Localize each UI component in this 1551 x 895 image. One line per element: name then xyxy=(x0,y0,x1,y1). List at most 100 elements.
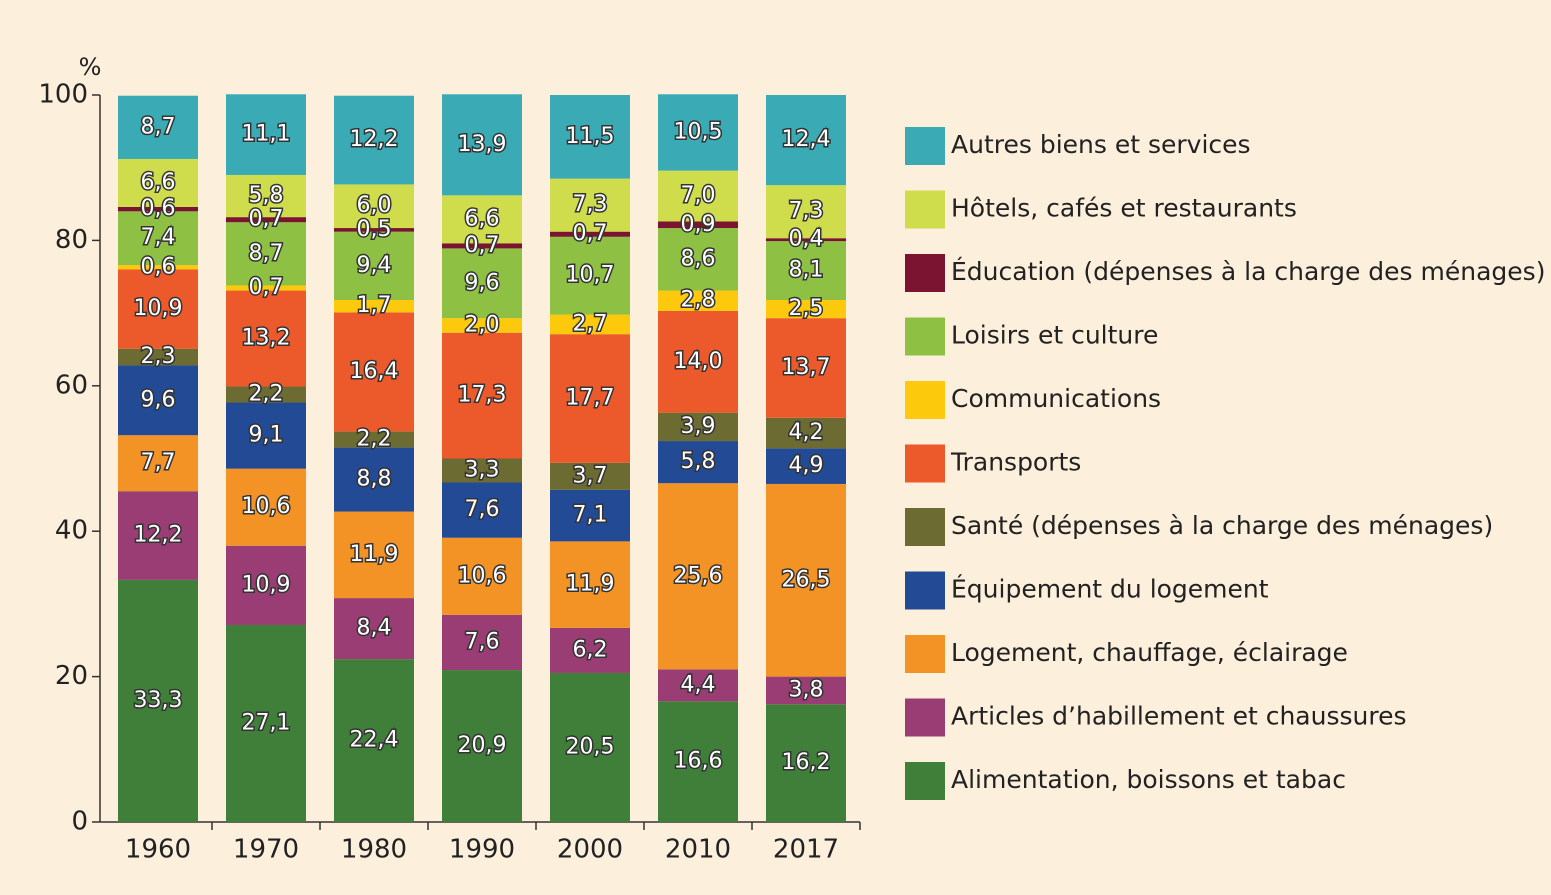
x-tick-label: 2017 xyxy=(773,835,839,865)
bar-segment xyxy=(334,231,414,301)
bar-segment xyxy=(442,318,522,333)
bar-segment xyxy=(442,614,522,671)
value-label: 10,7 xyxy=(566,263,615,288)
bar-segment xyxy=(658,412,738,442)
value-label: 14,0 xyxy=(674,349,723,374)
bar-segment xyxy=(334,300,414,313)
y-tick-label: 100 xyxy=(38,80,88,110)
bar-segment xyxy=(658,94,738,171)
bar-segment xyxy=(442,243,522,249)
bar-segment xyxy=(118,435,198,492)
legend-label: Logement, chauffage, éclairage xyxy=(951,638,1348,667)
bar-segment xyxy=(118,95,198,159)
value-label: 6,6 xyxy=(141,170,176,195)
bar-segment xyxy=(442,332,522,459)
value-label: 17,3 xyxy=(458,383,507,408)
bar-segment xyxy=(766,238,846,242)
value-label: 5,8 xyxy=(681,449,716,474)
value-label: 4,9 xyxy=(789,453,824,478)
value-label: 4,2 xyxy=(789,420,824,445)
value-label: 22,4 xyxy=(350,728,399,753)
value-label: 2,2 xyxy=(357,427,392,452)
bar-segment xyxy=(118,265,198,270)
bar-segment xyxy=(226,222,306,286)
legend-swatch xyxy=(905,254,945,292)
bar-segment xyxy=(658,441,738,484)
value-label: 6,6 xyxy=(465,206,500,231)
value-label: 33,3 xyxy=(134,688,183,713)
value-label: 9,1 xyxy=(249,423,284,448)
value-label: 26,5 xyxy=(782,567,831,592)
bar-segment xyxy=(334,184,414,229)
y-tick-label: 20 xyxy=(55,661,88,691)
value-label: 3,9 xyxy=(681,414,716,439)
value-label: 12,2 xyxy=(134,523,183,548)
value-label: 0,6 xyxy=(141,196,176,221)
bar-segment xyxy=(334,511,414,599)
legend-label: Équipement du logement xyxy=(951,575,1269,604)
bar-segment xyxy=(550,541,630,628)
value-label: 7,1 xyxy=(573,503,608,528)
value-label: 10,6 xyxy=(242,494,291,519)
y-tick-label: 0 xyxy=(71,807,88,837)
x-tick-label: 1970 xyxy=(233,835,299,865)
bar-segment xyxy=(118,365,198,436)
legend-label: Alimentation, boissons et tabac xyxy=(951,765,1346,794)
bar-segment xyxy=(118,579,198,822)
y-tick-label: 60 xyxy=(55,370,88,400)
bar-segment xyxy=(766,704,846,822)
value-label: 6,0 xyxy=(357,193,392,218)
bar-segment xyxy=(442,670,522,822)
legend-label: Articles d’habillement et chaussures xyxy=(951,702,1406,731)
y-tick-label: 40 xyxy=(55,516,88,546)
bar-segment xyxy=(550,672,630,822)
bar-segment xyxy=(226,386,306,403)
bar-segment xyxy=(550,334,630,463)
bar-segment xyxy=(766,185,846,239)
legend-label: Santé (dépenses à la charge des ménages) xyxy=(951,511,1493,540)
bar-segment xyxy=(226,402,306,469)
value-label: 16,2 xyxy=(782,750,831,775)
value-label: 11,5 xyxy=(566,124,615,149)
bar-segment xyxy=(658,483,738,670)
bar-segment xyxy=(442,482,522,538)
legend-swatch xyxy=(905,127,945,165)
y-tick-label: 80 xyxy=(55,225,88,255)
value-label: 8,1 xyxy=(789,258,824,283)
legend-swatch xyxy=(905,190,945,229)
value-label: 8,4 xyxy=(357,616,392,641)
bar-segment xyxy=(658,701,738,822)
bar-segment xyxy=(550,95,630,179)
bar-segment xyxy=(766,95,846,186)
bar-segment xyxy=(550,178,630,232)
bar-segment xyxy=(118,158,198,207)
value-label: 7,0 xyxy=(681,183,716,208)
legend-label: Transports xyxy=(950,448,1081,477)
value-label: 10,9 xyxy=(134,296,183,321)
bar-segment xyxy=(334,431,414,448)
value-label: 9,6 xyxy=(465,270,500,295)
bar-segment xyxy=(118,206,198,212)
bar-segment xyxy=(550,236,630,315)
bar-segment xyxy=(550,627,630,673)
bar-segment xyxy=(334,447,414,512)
legend-label: Autres biens et services xyxy=(951,130,1251,159)
bar-segment xyxy=(766,417,846,449)
value-label: 0,7 xyxy=(465,233,500,258)
value-label: 6,2 xyxy=(573,637,608,662)
bar-segment xyxy=(226,174,306,218)
value-label: 9,6 xyxy=(141,387,176,412)
value-label: 16,6 xyxy=(674,749,723,774)
x-tick-label: 2000 xyxy=(557,835,623,865)
value-label: 13,2 xyxy=(242,326,291,351)
value-label: 8,6 xyxy=(681,246,716,271)
value-label: 12,2 xyxy=(350,127,399,152)
value-label: 0,9 xyxy=(681,212,716,237)
bar-segment xyxy=(766,676,846,705)
bar-segment xyxy=(334,598,414,660)
bar-segment xyxy=(766,241,846,301)
legend-swatch xyxy=(905,762,945,800)
bar-segment xyxy=(442,248,522,319)
bar-segment xyxy=(658,310,738,413)
